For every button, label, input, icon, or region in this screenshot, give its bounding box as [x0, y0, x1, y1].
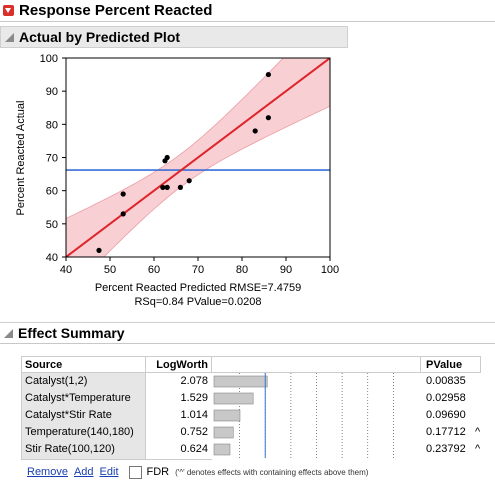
table-row[interactable]: Catalyst*Stir Rate: [25, 409, 112, 421]
logworth-column: 2.078 1.529 1.014 0.752 0.624: [146, 373, 212, 460]
logworth-bar: [213, 409, 241, 422]
fdr-checkbox[interactable]: [128, 465, 142, 479]
pvalue-row: 0.00835: [421, 373, 495, 390]
containing-effect-mark: ^: [474, 426, 481, 438]
table-row[interactable]: Stir Rate(100,120): [25, 443, 115, 455]
pvalue: 0.17712: [426, 426, 466, 438]
x-tick-label: 80: [236, 264, 248, 276]
data-points: [96, 71, 271, 253]
data-point[interactable]: [120, 211, 126, 217]
logworth-value: 2.078: [180, 375, 208, 387]
pvalue-row: 0.09690: [421, 407, 495, 424]
x-tick-label: 90: [280, 264, 292, 276]
pvalue-row: 0.17712 ^: [421, 424, 495, 441]
pvalue: 0.09690: [426, 409, 466, 421]
actual-by-predicted-plot: 40 50 60 70 80 90 100 40 50 60 70 80 90 100 Percent …: [15, 53, 339, 308]
pvalue: 0.02958: [426, 392, 466, 404]
data-point[interactable]: [265, 71, 271, 78]
data-point[interactable]: [160, 184, 166, 190]
effect-section-header[interactable]: Effect Summary: [0, 322, 495, 344]
logworth-value: 1.529: [180, 392, 208, 404]
pvalue-row: 0.02958: [421, 390, 495, 407]
logworth-value: 0.752: [180, 426, 208, 438]
pvalue: 0.23792: [426, 443, 466, 455]
y-tick-label: 100: [40, 53, 58, 65]
fit-stats: RSq=0.84 PValue=0.0208: [134, 296, 261, 308]
source-column: Catalyst(1,2) Catalyst*Temperature Catal…: [21, 373, 146, 460]
x-tick-label: 70: [192, 264, 204, 276]
data-point[interactable]: [120, 191, 126, 197]
logworth-bar-chart: [213, 373, 394, 458]
x-tick-label: 50: [104, 264, 116, 276]
logworth-bar: [213, 375, 268, 388]
data-point[interactable]: [164, 184, 170, 190]
y-tick-label: 80: [46, 119, 58, 131]
pvalue: 0.00835: [426, 375, 466, 387]
y-tick-label: 40: [46, 252, 58, 264]
x-tick-label: 40: [60, 264, 72, 276]
pvalue-row: 0.23792 ^: [421, 441, 495, 458]
data-point[interactable]: [96, 247, 102, 253]
y-tick-label: 60: [46, 186, 58, 198]
fdr-label: FDR: [146, 466, 170, 478]
logworth-bar: [213, 392, 254, 405]
report-header: Response Percent Reacted: [0, 0, 495, 22]
add-link[interactable]: Add: [73, 466, 94, 478]
table-row[interactable]: Catalyst*Temperature: [25, 392, 131, 404]
plot-section-title: Actual by Predicted Plot: [19, 29, 181, 45]
data-point[interactable]: [265, 115, 271, 121]
disclosure-icon[interactable]: [5, 32, 14, 42]
report-title: Response Percent Reacted: [19, 2, 213, 19]
y-tick-label: 50: [46, 219, 58, 231]
x-tick-label: 100: [321, 264, 339, 276]
y-tick-label: 70: [46, 153, 58, 165]
remove-link[interactable]: Remove: [27, 466, 68, 478]
logworth-header[interactable]: LogWorth: [146, 356, 212, 373]
disclosure-icon[interactable]: [4, 328, 13, 338]
fit-line: [66, 58, 330, 257]
logworth-value: 1.014: [180, 409, 208, 421]
x-axis-ticks: 40 50 60 70 80 90 100: [60, 257, 339, 276]
bar-header: [212, 356, 421, 373]
effect-summary-footer: Remove Add Edit FDR ('^' denotes effects…: [27, 464, 368, 480]
effect-summary-table: Source LogWorth PValue Catalyst(1,2) Cat…: [21, 356, 495, 462]
table-row[interactable]: Catalyst(1,2): [25, 375, 88, 387]
pvalue-column: 0.00835 0.02958 0.09690 0.17712 ^ 0.2379…: [421, 373, 495, 460]
y-axis-label: Percent Reacted Actual: [15, 101, 27, 216]
x-tick-label: 60: [148, 264, 160, 276]
edit-link[interactable]: Edit: [99, 466, 119, 478]
data-point[interactable]: [164, 154, 170, 161]
containing-effect-mark: ^: [474, 443, 481, 455]
source-header[interactable]: Source: [21, 356, 146, 373]
table-row[interactable]: Temperature(140,180): [25, 426, 134, 438]
data-point[interactable]: [252, 128, 258, 134]
y-axis-ticks: 40 50 60 70 80 90 100: [40, 53, 66, 264]
y-tick-label: 90: [46, 86, 58, 98]
footer-note: ('^' denotes effects with containing eff…: [175, 467, 369, 477]
pvalue-header[interactable]: PValue: [421, 356, 481, 373]
data-point[interactable]: [177, 184, 183, 190]
x-axis-label: Percent Reacted Predicted RMSE=7.4759: [95, 282, 301, 294]
logworth-bar: [213, 443, 231, 456]
effect-section-title: Effect Summary: [18, 325, 125, 341]
logworth-bar: [213, 426, 234, 439]
data-point[interactable]: [186, 178, 192, 184]
red-triangle-menu-icon[interactable]: [3, 5, 14, 16]
plot-section-header[interactable]: Actual by Predicted Plot: [0, 26, 348, 48]
logworth-value: 0.624: [180, 443, 208, 455]
